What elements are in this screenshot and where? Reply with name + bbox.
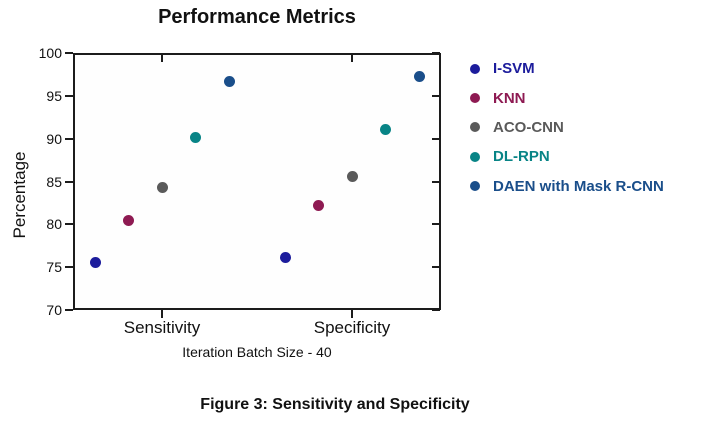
legend-marker-icon: [470, 122, 480, 133]
y-tick-mark: [65, 266, 73, 269]
y-tick-mark: [65, 137, 73, 140]
legend-label: KNN: [493, 89, 526, 107]
y-tick-mark-right: [432, 137, 440, 140]
figure-caption: Figure 3: Sensitivity and Specificity: [200, 396, 470, 413]
y-tick-label: 75: [46, 259, 62, 276]
data-point: [313, 199, 324, 211]
legend-marker-icon: [470, 181, 480, 192]
y-tick-mark: [65, 223, 73, 226]
data-point: [413, 70, 425, 82]
legend-marker-icon: [470, 151, 480, 162]
y-tick-label: 95: [46, 87, 62, 104]
chart-title: Performance Metrics: [158, 6, 356, 28]
legend-item: KNN: [470, 83, 664, 112]
data-point: [190, 132, 201, 144]
data-point: [380, 123, 391, 135]
x-category-label: Specificity: [313, 318, 391, 337]
y-tick-mark: [65, 180, 73, 183]
legend-label: DL-RPN: [493, 148, 550, 166]
legend-label: ACO-CNN: [493, 118, 564, 136]
x-tick-mark: [161, 310, 163, 318]
legend-marker-icon: [470, 93, 480, 104]
y-tick-label: 80: [46, 216, 62, 233]
legend-item: ACO-CNN: [470, 113, 664, 142]
x-axis-title: Iteration Batch Size - 40: [182, 344, 332, 360]
y-tick-mark: [65, 94, 73, 97]
y-tick-mark-right: [432, 223, 440, 226]
plot-area: [73, 53, 441, 310]
data-point: [156, 181, 168, 193]
data-point: [279, 252, 291, 264]
data-point: [223, 75, 235, 87]
x-tick-mark-top: [351, 54, 353, 62]
y-tick-mark: [65, 52, 73, 54]
x-category-label: Sensitivity: [123, 318, 201, 337]
y-tick-mark-right: [432, 180, 440, 183]
data-point: [123, 215, 134, 227]
y-tick-label: 70: [46, 302, 62, 318]
y-tick-label: 85: [46, 173, 62, 190]
y-tick-mark-right: [432, 266, 440, 269]
legend-label: I-SVM: [493, 60, 535, 78]
data-point: [346, 170, 358, 182]
legend-item: I-SVM: [470, 54, 664, 83]
x-tick-mark: [351, 310, 353, 318]
y-tick-label: 90: [46, 130, 62, 147]
y-tick-mark-right: [432, 309, 440, 311]
legend-label: DAEN with Mask R-CNN: [493, 177, 664, 195]
x-tick-mark-top: [161, 54, 163, 62]
y-tick-mark: [65, 309, 73, 311]
y-tick-mark-right: [432, 94, 440, 97]
legend-item: DAEN with Mask R-CNN: [470, 172, 664, 201]
legend: I-SVM KNN ACO-CNN DL-RPN DAEN with Mask R-CN…: [470, 54, 664, 201]
data-point: [89, 256, 101, 268]
y-tick-label: 100: [38, 45, 62, 61]
legend-marker-icon: [470, 63, 480, 74]
legend-item: DL-RPN: [470, 142, 664, 171]
y-tick-mark-right: [432, 52, 440, 54]
